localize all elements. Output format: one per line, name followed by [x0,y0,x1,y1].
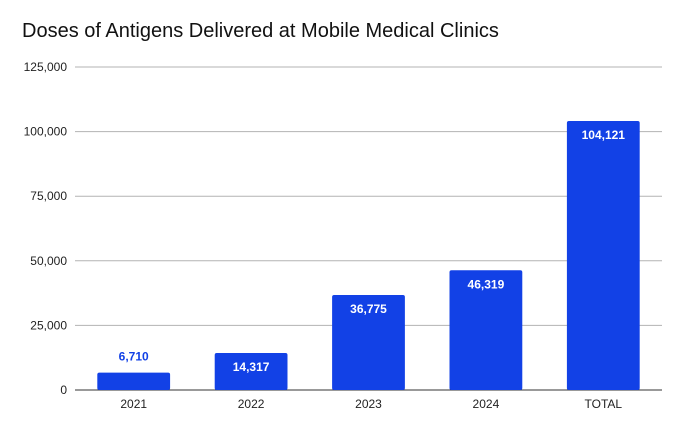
y-tick-label: 75,000 [30,189,67,203]
data-label-2022: 14,317 [233,360,270,374]
x-axis-ticks: 2021 2022 2023 2024 TOTAL [120,397,622,411]
x-tick-label: 2023 [355,397,382,411]
data-label-2024: 46,319 [468,277,505,291]
data-label-2021: 6,710 [119,350,149,364]
x-tick-label: 2022 [238,397,265,411]
y-tick-label: 0 [60,383,67,397]
x-tick-label: TOTAL [585,397,623,411]
y-tick-label: 50,000 [30,254,67,268]
x-tick-label: 2024 [473,397,500,411]
bar-2021 [97,372,171,390]
bars [97,120,640,391]
y-axis-ticks: 0 25,000 50,000 75,000 100,000 125,000 [24,60,68,397]
y-tick-label: 125,000 [24,60,68,74]
chart-title: Doses of Antigens Delivered at Mobile Me… [22,20,499,42]
y-tick-label: 25,000 [30,318,67,332]
bar-2022 [214,353,288,390]
bar-2024 [449,270,523,390]
data-label-2023: 36,775 [350,302,387,316]
bar-total [566,120,640,391]
data-label-total: 104,121 [582,128,626,142]
data-labels: 6,710 14,317 36,775 46,319 104,121 [119,128,626,374]
bar-2023 [332,294,405,390]
x-tick-label: 2021 [120,397,147,411]
y-tick-label: 100,000 [24,125,68,139]
